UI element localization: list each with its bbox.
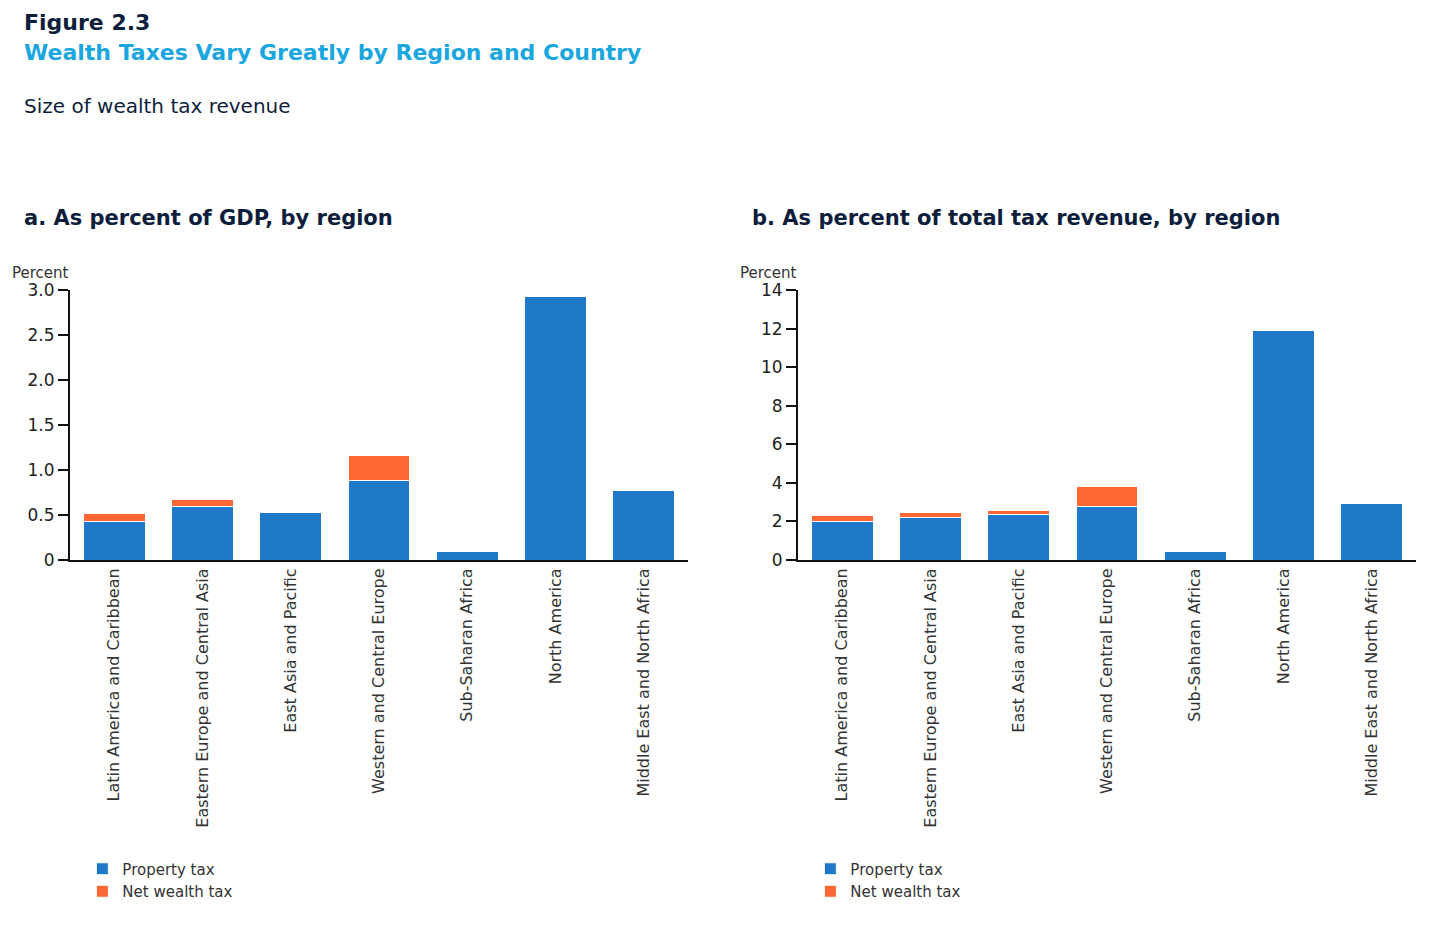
- svg-text:2.0: 2.0: [28, 370, 55, 390]
- svg-text:4: 4: [772, 473, 783, 493]
- html-text:Wealth Taxes Vary Greatly by R: Wealth Taxes Vary Greatly by Region and …: [24, 40, 642, 65]
- svg-text:0: 0: [772, 550, 783, 570]
- svg-text:1.0: 1.0: [28, 460, 55, 480]
- svg-text:2: 2: [772, 511, 783, 531]
- svg-text:East Asia and Pacific: East Asia and Pacific: [1009, 568, 1028, 732]
- svg-text:Latin America and Caribbean: Latin America and Caribbean: [832, 568, 851, 801]
- svg-text:Western and Central Europe: Western and Central Europe: [1097, 568, 1116, 794]
- svg-text:Middle East and North Africa: Middle East and North Africa: [634, 568, 653, 796]
- svg-text:10: 10: [761, 357, 783, 377]
- svg-text:Net wealth tax: Net wealth tax: [850, 883, 960, 901]
- svg-text:Net wealth tax: Net wealth tax: [122, 883, 232, 901]
- svg-text:Property tax: Property tax: [850, 861, 942, 879]
- html-text:Figure 2.3: Figure 2.3: [24, 10, 151, 35]
- svg-text:Middle East and North Africa: Middle East and North Africa: [1362, 568, 1381, 796]
- svg-text:East Asia and Pacific: East Asia and Pacific: [281, 568, 300, 732]
- svg-text:North America: North America: [1274, 568, 1293, 684]
- svg-text:Western and Central Europe: Western and Central Europe: [369, 568, 388, 794]
- svg-text:Sub-Saharan Africa: Sub-Saharan Africa: [1185, 568, 1204, 721]
- svg-text:1.5: 1.5: [28, 415, 55, 435]
- html-text:Size of wealth tax revenue: Size of wealth tax revenue: [24, 94, 291, 118]
- svg-text:Percent: Percent: [12, 264, 69, 282]
- svg-text:a. As percent of GDP, by regio: a. As percent of GDP, by region: [24, 206, 393, 230]
- svg-text:6: 6: [772, 434, 783, 454]
- svg-text:12: 12: [761, 319, 783, 339]
- svg-text:Sub-Saharan Africa: Sub-Saharan Africa: [457, 568, 476, 721]
- svg-text:Eastern Europe and Central Asi: Eastern Europe and Central Asia: [193, 568, 212, 827]
- svg-text:3.0: 3.0: [28, 280, 55, 300]
- svg-text:Property tax: Property tax: [122, 861, 214, 879]
- svg-text:b. As percent of total tax rev: b. As percent of total tax revenue, by r…: [752, 206, 1280, 230]
- svg-text:8: 8: [772, 396, 783, 416]
- svg-text:North America: North America: [546, 568, 565, 684]
- svg-text:0.5: 0.5: [28, 505, 55, 525]
- svg-text:2.5: 2.5: [28, 325, 55, 345]
- svg-text:Eastern Europe and Central Asi: Eastern Europe and Central Asia: [921, 568, 940, 827]
- svg-text:0: 0: [44, 550, 55, 570]
- svg-text:Latin America and Caribbean: Latin America and Caribbean: [104, 568, 123, 801]
- svg-text:Percent: Percent: [740, 264, 797, 282]
- svg-text:14: 14: [761, 280, 783, 300]
